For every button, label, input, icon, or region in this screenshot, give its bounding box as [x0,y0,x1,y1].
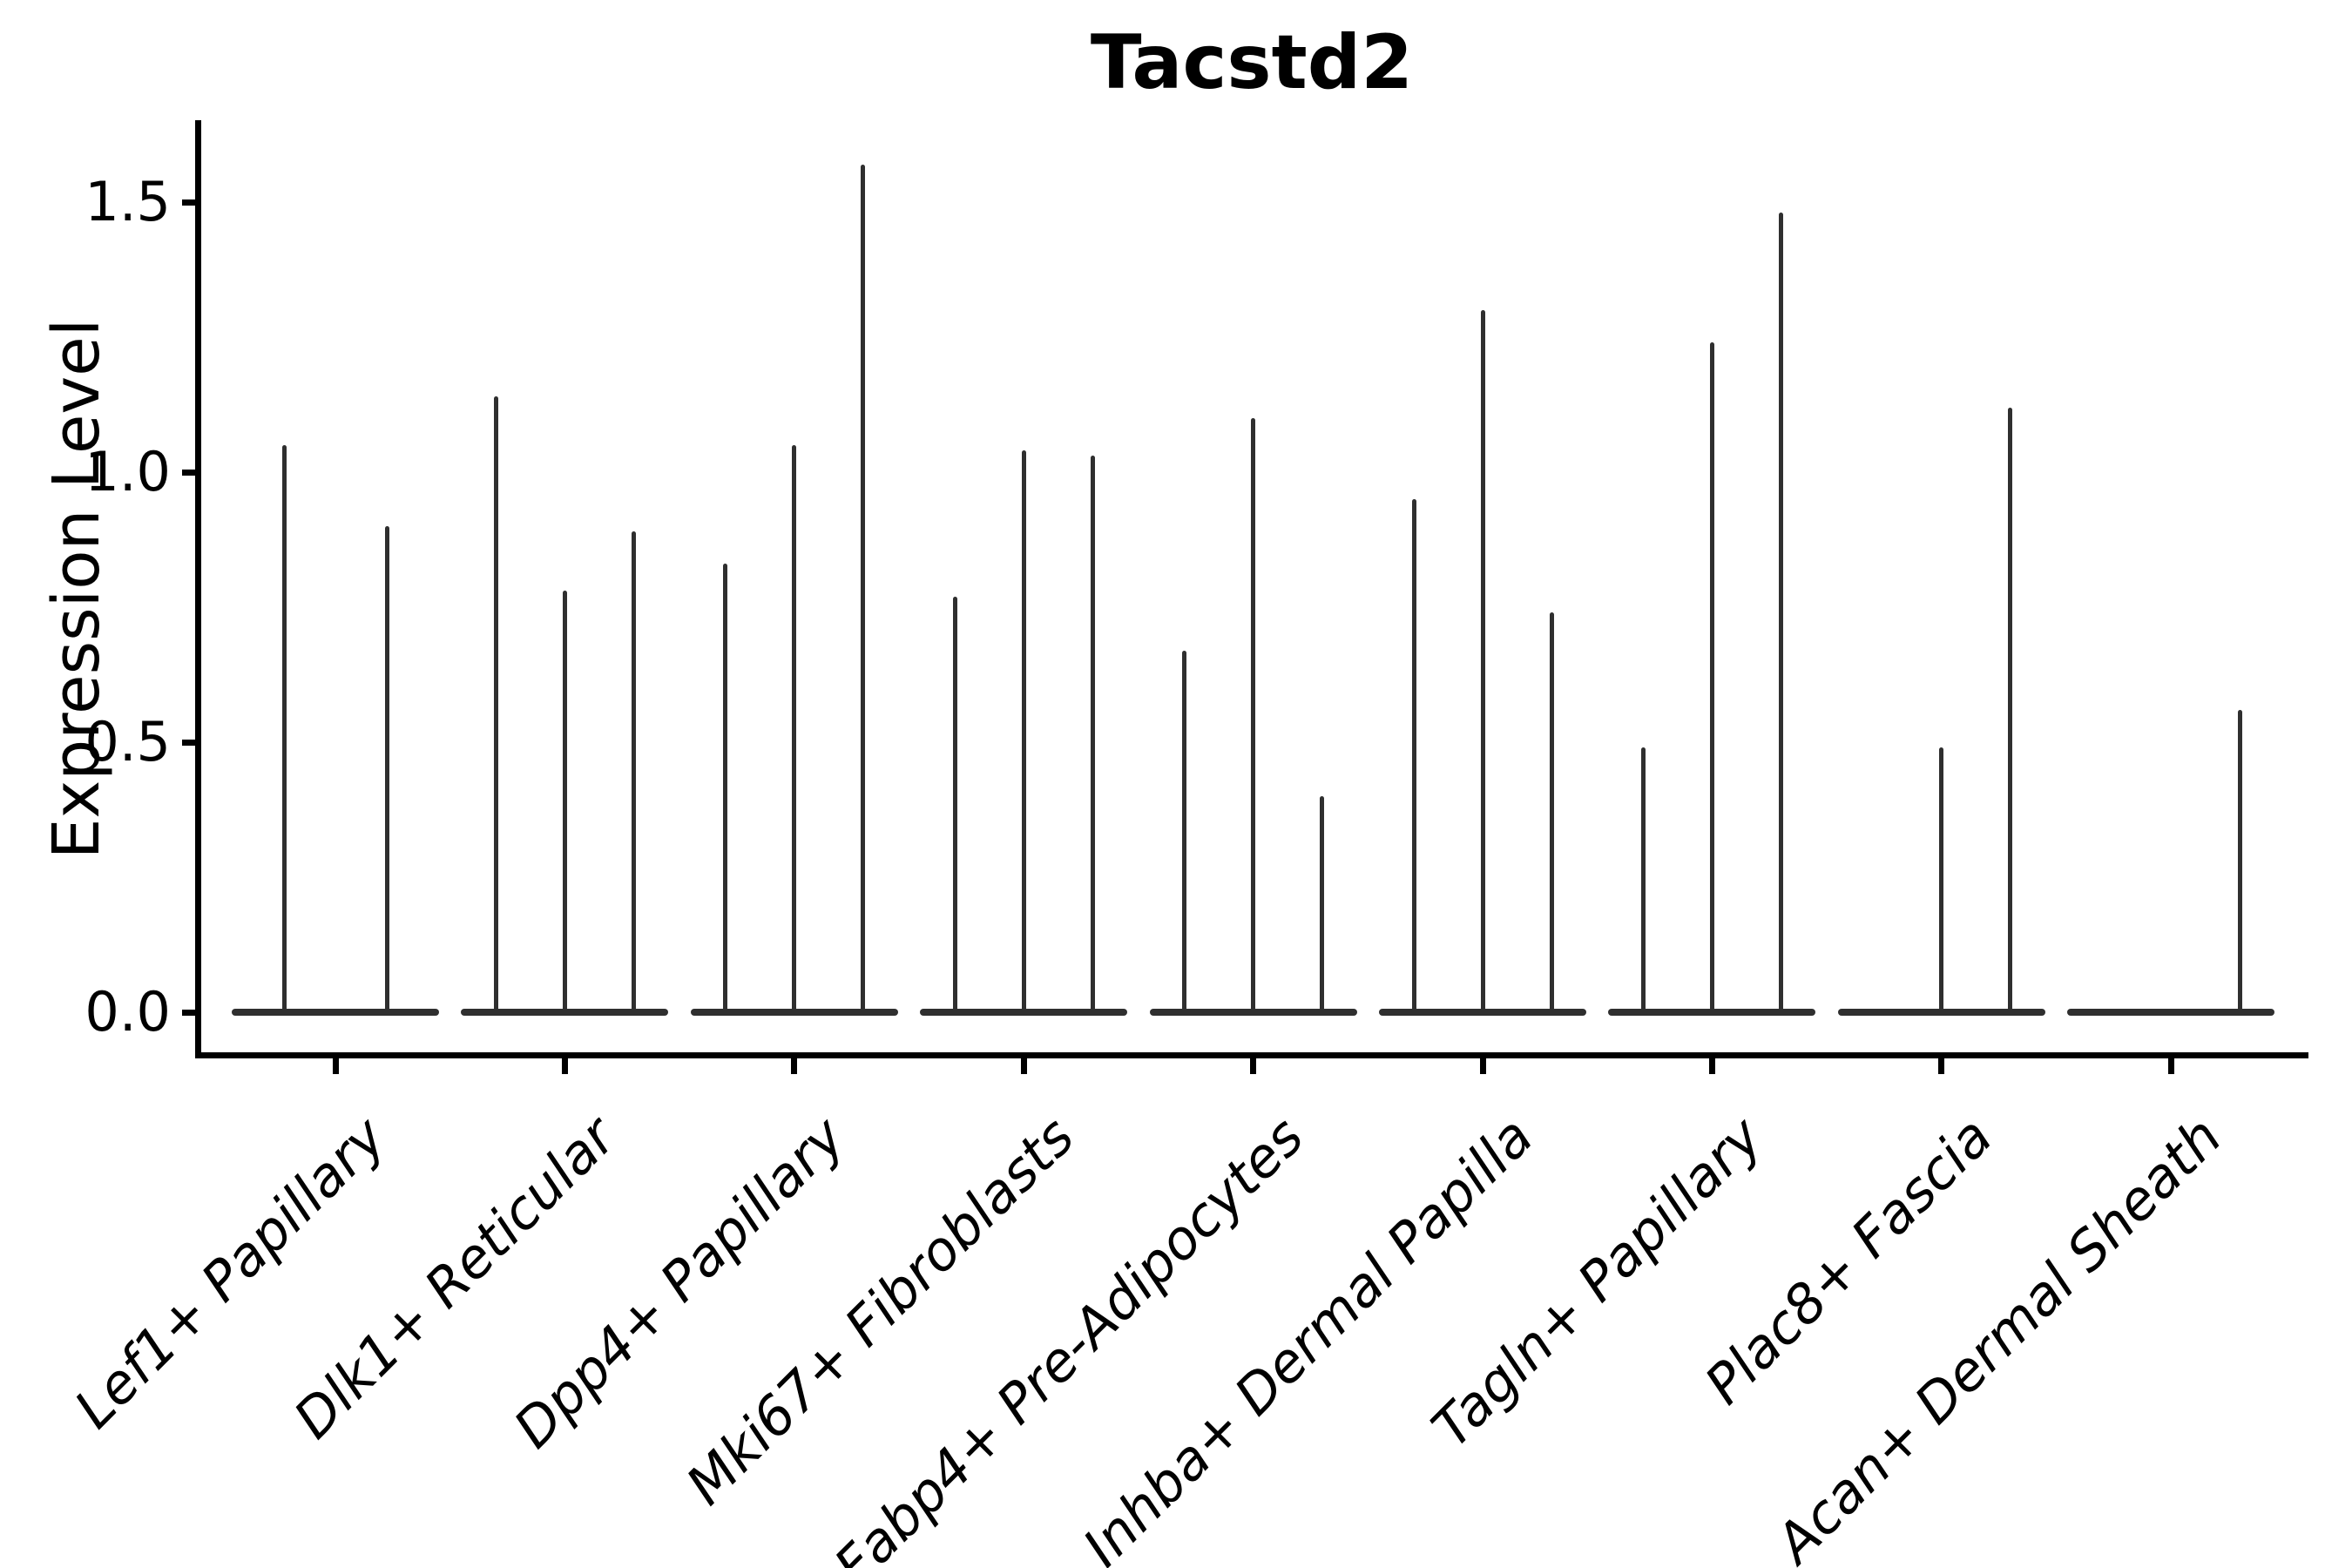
violin-spike [493,396,498,1014]
y-tick-label: 0.5 [84,710,171,774]
violin-spike [861,164,866,1014]
violin-spike [1411,499,1416,1014]
x-tick [2167,1058,2174,1074]
violin-base [2067,1009,2275,1016]
violin-base [232,1009,439,1016]
x-tick-label: Acan+ Dermal Sheath [1762,1105,2234,1568]
violin-spike [281,445,287,1014]
y-axis-spine [195,120,201,1058]
x-tick [791,1058,798,1074]
violin-spike [384,526,389,1014]
violin-spike [723,564,728,1014]
violin-spike [1182,650,1187,1014]
violin-spike [1090,456,1095,1014]
violin-spike [1480,310,1485,1014]
y-tick-label: 1.5 [84,170,171,233]
x-tick [1708,1058,1715,1074]
x-tick-label: Inhba+ Dermal Papilla [1071,1105,1545,1568]
violin-spike [1549,612,1554,1014]
x-tick-label: Mki67+ Fibroblasts [673,1105,1086,1517]
y-tick [182,469,195,476]
violin-spike [2237,709,2242,1014]
violin-spike [1021,450,1026,1014]
x-tick [1938,1058,1945,1074]
violin-spike [562,591,567,1014]
x-tick [1250,1058,1257,1074]
x-tick [332,1058,339,1074]
x-tick [561,1058,568,1074]
x-tick [1020,1058,1027,1074]
chart-title: Tacstd2 [1090,19,1414,106]
violin-spike [1709,342,1714,1014]
violin-spike [1640,747,1646,1014]
violin-spike [1778,213,1783,1014]
x-tick [1479,1058,1486,1074]
violin-spike [1320,796,1325,1014]
y-tick-label: 0.0 [84,980,171,1044]
violin-spike [952,596,957,1014]
violin-spike [792,445,797,1014]
x-axis-spine [195,1052,2308,1058]
y-tick [182,1009,195,1016]
y-tick [182,739,195,746]
violin-spike [2008,407,2013,1014]
violin-spike [1251,418,1256,1014]
y-tick [182,199,195,206]
violin-spike [631,531,636,1014]
y-tick-label: 1.0 [84,440,171,504]
violin-spike [1939,747,1944,1014]
